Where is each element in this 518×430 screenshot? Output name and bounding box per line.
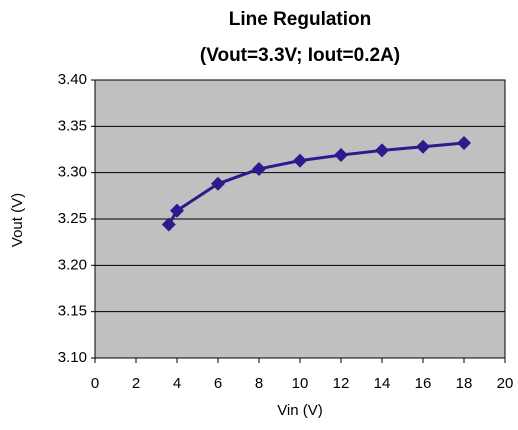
y-tick-label: 3.40 [58, 71, 87, 88]
x-tick-label: 20 [497, 375, 514, 392]
data-marker [457, 136, 471, 151]
y-axis-label: Vout (V) [9, 193, 26, 247]
x-tick-label: 14 [374, 375, 391, 392]
x-tick-label: 8 [255, 375, 263, 392]
y-tick-label: 3.20 [58, 256, 87, 273]
x-tick-label: 4 [173, 375, 181, 392]
y-tick-label: 3.10 [58, 349, 87, 366]
chart-title: Line Regulation [229, 9, 372, 30]
data-marker [334, 148, 348, 163]
data-marker [170, 203, 184, 218]
y-tick-label: 3.35 [58, 117, 87, 134]
x-tick-label: 0 [91, 375, 99, 392]
x-tick-label: 6 [214, 375, 222, 392]
y-tick-label: 3.25 [58, 210, 87, 227]
y-tick-label: 3.30 [58, 164, 87, 181]
chart-subtitle: (Vout=3.3V; Iout=0.2A) [200, 45, 400, 66]
data-marker [416, 139, 430, 154]
data-marker [375, 143, 389, 158]
x-tick-label: 12 [333, 375, 350, 392]
data-marker [211, 176, 225, 191]
data-marker [252, 161, 266, 176]
data-marker [293, 153, 307, 168]
x-tick-label: 18 [456, 375, 473, 392]
x-axis-label: Vin (V) [277, 402, 323, 419]
x-tick-label: 16 [415, 375, 432, 392]
data-marker [161, 217, 176, 232]
x-tick-label: 2 [132, 375, 140, 392]
y-tick-label: 3.15 [58, 303, 87, 320]
x-tick-label: 10 [292, 375, 309, 392]
